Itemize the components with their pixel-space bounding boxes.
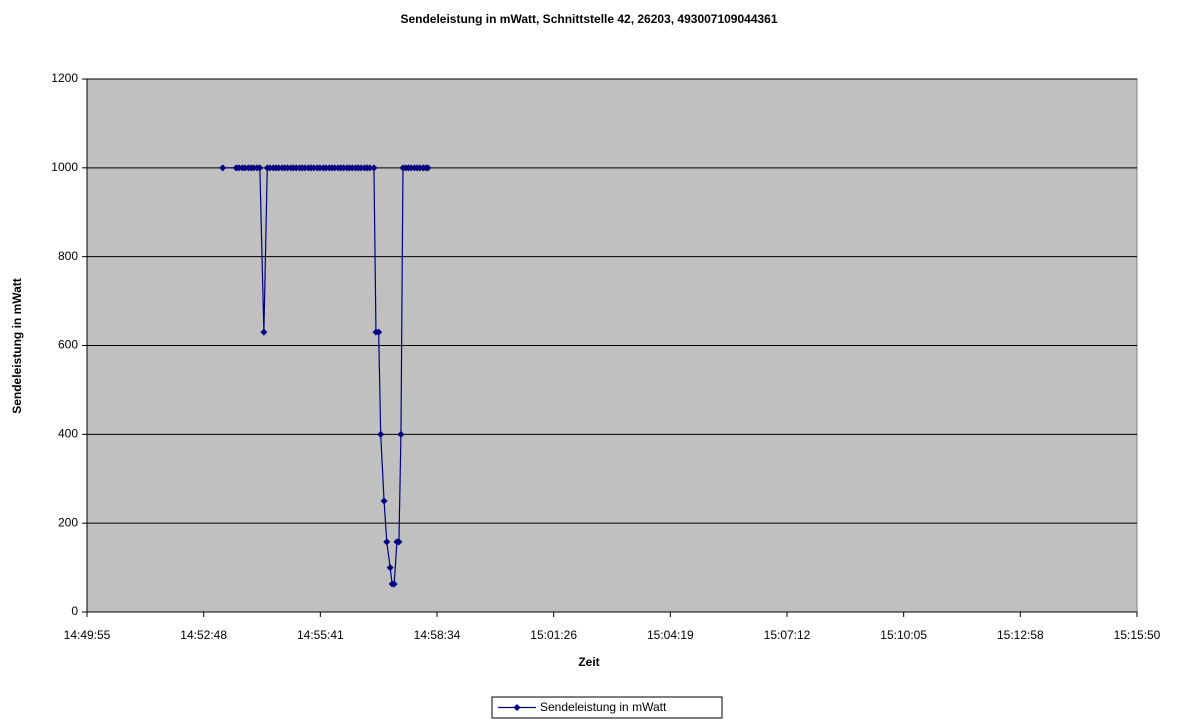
y-tick-label: 800 (58, 249, 78, 263)
data-point (370, 164, 378, 172)
data-point (256, 164, 264, 172)
x-tick-label: 15:01:26 (530, 628, 577, 642)
legend-marker (513, 704, 521, 711)
x-tick-label: 15:10:05 (880, 628, 927, 642)
data-point (424, 164, 432, 172)
data-point (386, 564, 394, 572)
data-point (377, 430, 385, 438)
x-tick-label: 14:52:48 (180, 628, 227, 642)
legend: Sendeleistung in mWatt (491, 696, 723, 719)
x-tick-label: 14:55:41 (297, 628, 344, 642)
data-point (383, 538, 391, 546)
x-axis-label: Zeit (578, 655, 599, 669)
y-tick-label: 400 (58, 427, 78, 441)
x-tick-label: 15:12:58 (997, 628, 1044, 642)
y-tick-label: 1000 (51, 160, 78, 174)
y-tick-label: 600 (58, 338, 78, 352)
data-point (390, 580, 398, 588)
data-point (260, 328, 268, 336)
x-tick-label: 15:15:50 (1114, 628, 1161, 642)
y-tick-label: 1200 (51, 71, 78, 85)
data-point (395, 538, 403, 546)
y-tick-label: 200 (58, 515, 78, 529)
data-point (375, 328, 383, 336)
data-point (397, 430, 405, 438)
x-tick-label: 15:04:19 (647, 628, 694, 642)
x-tick-label: 14:58:34 (414, 628, 461, 642)
data-point (219, 164, 227, 172)
data-point (380, 497, 388, 505)
data-point (366, 164, 374, 172)
chart-title: Sendeleistung in mWatt, Schnittstelle 42… (400, 12, 777, 26)
x-tick-label: 14:49:55 (64, 628, 111, 642)
x-tick-label: 15:07:12 (764, 628, 811, 642)
y-axis-label: Sendeleistung in mWatt (10, 278, 24, 414)
y-tick-label: 0 (71, 604, 78, 618)
legend-box (491, 696, 723, 719)
legend-label: Sendeleistung in mWatt (540, 700, 667, 714)
